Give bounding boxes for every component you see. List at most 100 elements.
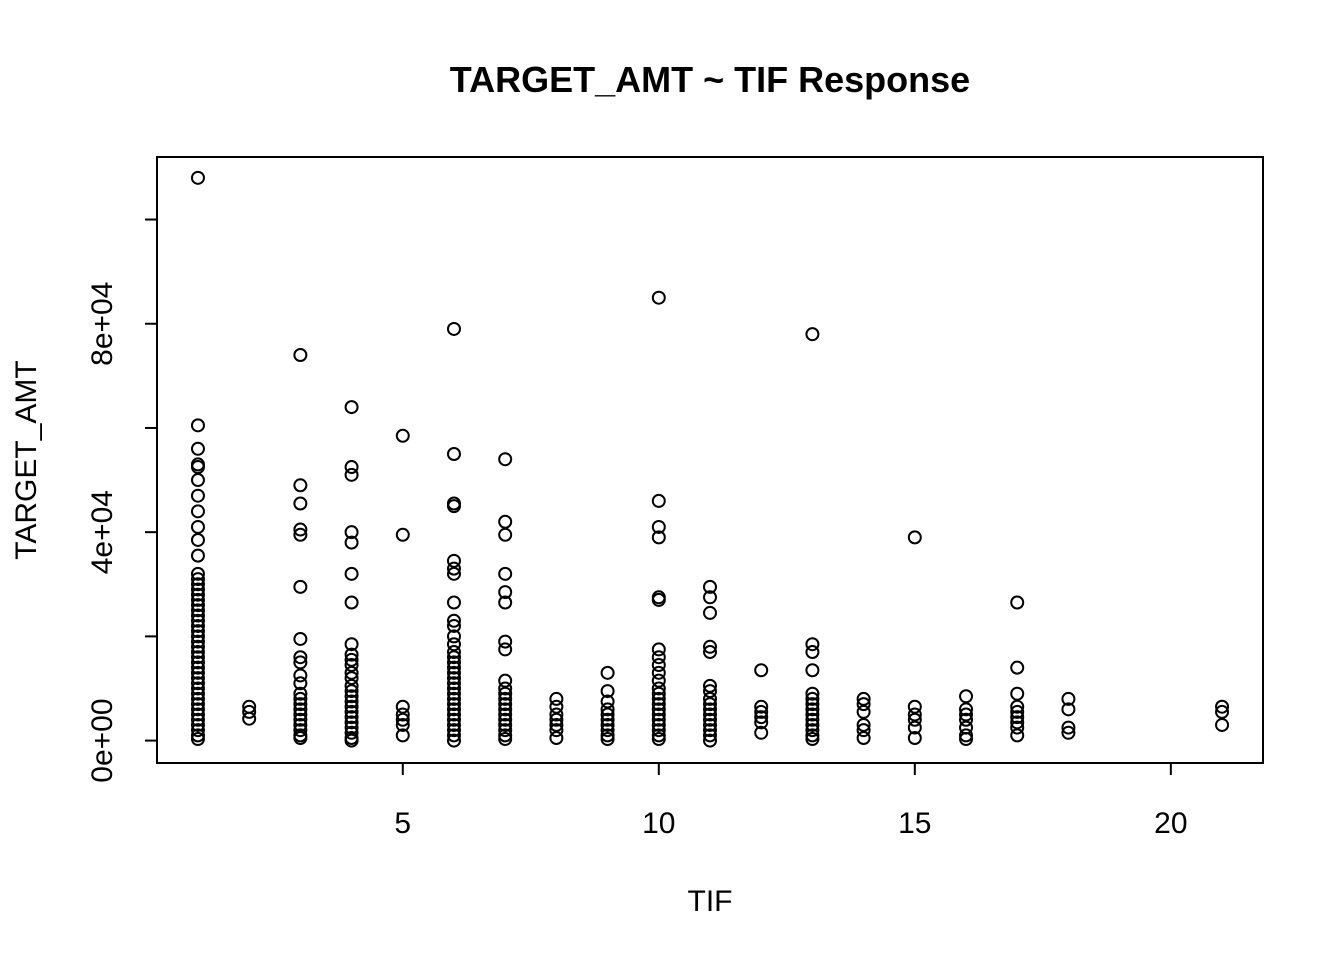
data-point bbox=[344, 535, 359, 550]
data-point bbox=[651, 642, 666, 657]
data-point bbox=[856, 691, 871, 706]
data-point bbox=[344, 710, 359, 725]
y-axis: 0e+00 4e+04 8e+04 bbox=[86, 218, 158, 783]
data-point bbox=[549, 723, 564, 738]
data-point bbox=[190, 702, 205, 717]
data-point bbox=[446, 702, 461, 717]
data-point bbox=[498, 642, 513, 657]
data-point bbox=[344, 689, 359, 704]
data-point bbox=[446, 712, 461, 727]
data-point bbox=[600, 712, 615, 727]
data-point bbox=[190, 566, 205, 581]
data-point bbox=[190, 629, 205, 644]
data-point bbox=[907, 720, 922, 735]
data-point bbox=[805, 702, 820, 717]
data-point bbox=[446, 595, 461, 610]
data-point bbox=[754, 699, 769, 714]
data-point bbox=[446, 637, 461, 652]
data-point bbox=[190, 712, 205, 727]
data-point bbox=[293, 712, 308, 727]
y-axis-label: TARGET_AMT bbox=[10, 360, 43, 559]
data-point bbox=[805, 728, 820, 743]
data-point bbox=[600, 717, 615, 732]
data-point bbox=[190, 577, 205, 592]
data-point bbox=[190, 728, 205, 743]
data-point bbox=[959, 689, 974, 704]
data-point bbox=[805, 663, 820, 678]
data-point bbox=[703, 678, 717, 693]
data-point bbox=[549, 707, 564, 722]
data-point bbox=[805, 712, 820, 727]
data-point bbox=[446, 728, 461, 743]
data-point bbox=[190, 441, 205, 456]
data-point bbox=[1061, 725, 1076, 740]
data-point bbox=[907, 707, 922, 722]
data-point bbox=[395, 717, 410, 732]
data-point bbox=[498, 717, 513, 732]
data-point bbox=[600, 723, 615, 738]
data-point bbox=[344, 733, 359, 748]
data-point bbox=[190, 532, 205, 547]
data-point bbox=[805, 637, 820, 652]
data-point bbox=[1215, 717, 1230, 732]
data-point bbox=[1010, 710, 1025, 725]
data-point bbox=[907, 712, 922, 727]
data-point bbox=[395, 527, 410, 542]
data-points bbox=[190, 170, 1230, 748]
data-point bbox=[395, 712, 410, 727]
data-point bbox=[754, 725, 769, 740]
data-point bbox=[498, 686, 513, 701]
y-tick-label: 0e+00 bbox=[86, 698, 119, 782]
data-point bbox=[293, 655, 308, 670]
data-point bbox=[805, 732, 820, 747]
data-point bbox=[190, 603, 205, 618]
y-tick-label: 8e+04 bbox=[86, 282, 119, 366]
data-point bbox=[805, 686, 820, 701]
data-point bbox=[446, 499, 461, 514]
data-point bbox=[805, 697, 820, 712]
data-point bbox=[703, 639, 717, 654]
data-point bbox=[651, 702, 666, 717]
data-point bbox=[805, 717, 820, 732]
data-point bbox=[190, 504, 205, 519]
data-point bbox=[395, 728, 410, 743]
data-point bbox=[293, 496, 308, 511]
data-point bbox=[549, 712, 564, 727]
data-point bbox=[293, 697, 308, 712]
data-point bbox=[190, 582, 205, 597]
data-point bbox=[344, 665, 359, 680]
data-point bbox=[190, 598, 205, 613]
data-point bbox=[446, 681, 461, 696]
data-point bbox=[703, 728, 717, 743]
data-point bbox=[651, 493, 666, 508]
data-point bbox=[498, 514, 513, 529]
data-point bbox=[549, 730, 564, 745]
data-point bbox=[344, 637, 359, 652]
data-point bbox=[703, 712, 717, 727]
data-point bbox=[498, 634, 513, 649]
data-point bbox=[190, 572, 205, 587]
data-point bbox=[703, 605, 717, 620]
data-point bbox=[703, 691, 717, 706]
data-point bbox=[1215, 704, 1230, 719]
data-point bbox=[344, 658, 359, 673]
data-point bbox=[703, 645, 717, 660]
data-point bbox=[703, 723, 717, 738]
data-point bbox=[856, 723, 871, 738]
data-point bbox=[446, 723, 461, 738]
data-point bbox=[344, 699, 359, 714]
data-point bbox=[651, 707, 666, 722]
data-point bbox=[190, 717, 205, 732]
data-point bbox=[344, 467, 359, 482]
data-point bbox=[344, 647, 359, 662]
data-point bbox=[190, 671, 205, 686]
data-point bbox=[190, 732, 205, 747]
data-point bbox=[446, 697, 461, 712]
data-point bbox=[446, 671, 461, 686]
data-point bbox=[446, 650, 461, 665]
data-point bbox=[344, 684, 359, 699]
data-point bbox=[959, 702, 974, 717]
data-point bbox=[446, 566, 461, 581]
data-point bbox=[907, 699, 922, 714]
x-tick-label: 10 bbox=[642, 807, 675, 840]
